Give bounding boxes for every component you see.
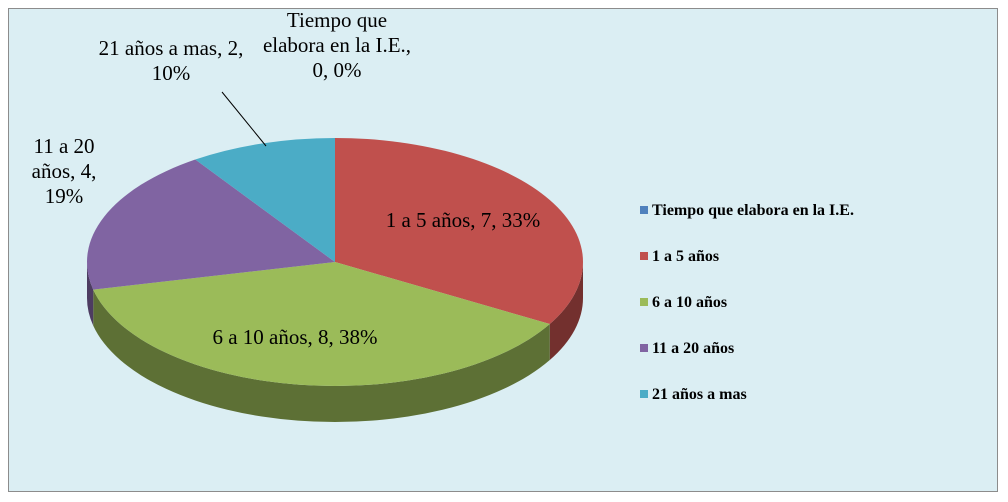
slice-side <box>87 262 94 326</box>
leader-line <box>221 91 267 147</box>
slice <box>335 138 583 324</box>
slice <box>195 138 335 262</box>
legend-label: 1 a 5 años <box>652 248 719 265</box>
slice-side <box>549 262 583 360</box>
legend-swatch <box>640 390 648 398</box>
legend-label: 21 años a mas <box>652 386 747 403</box>
legend-label: 11 a 20 años <box>652 340 734 357</box>
legend-label: 6 a 10 años <box>652 294 727 311</box>
slice-side <box>93 289 550 422</box>
legend-swatch <box>640 206 648 214</box>
legend-label: Tiempo que elabora en la I.E. <box>652 202 854 219</box>
data-label: 21 años a mas, 2, 10% <box>98 36 244 85</box>
legend-swatch <box>640 298 648 306</box>
data-label: 1 a 5 años, 7, 33% <box>385 208 541 232</box>
data-label: 11 a 20 años, 4, 19% <box>31 134 97 208</box>
legend-swatch <box>640 344 648 352</box>
data-label: 6 a 10 años, 8, 38% <box>212 325 378 349</box>
data-label: Tiempo que elabora en la I.E., 0, 0% <box>262 8 412 82</box>
slice <box>87 159 335 290</box>
slice <box>93 262 550 386</box>
legend-swatch <box>640 252 648 260</box>
